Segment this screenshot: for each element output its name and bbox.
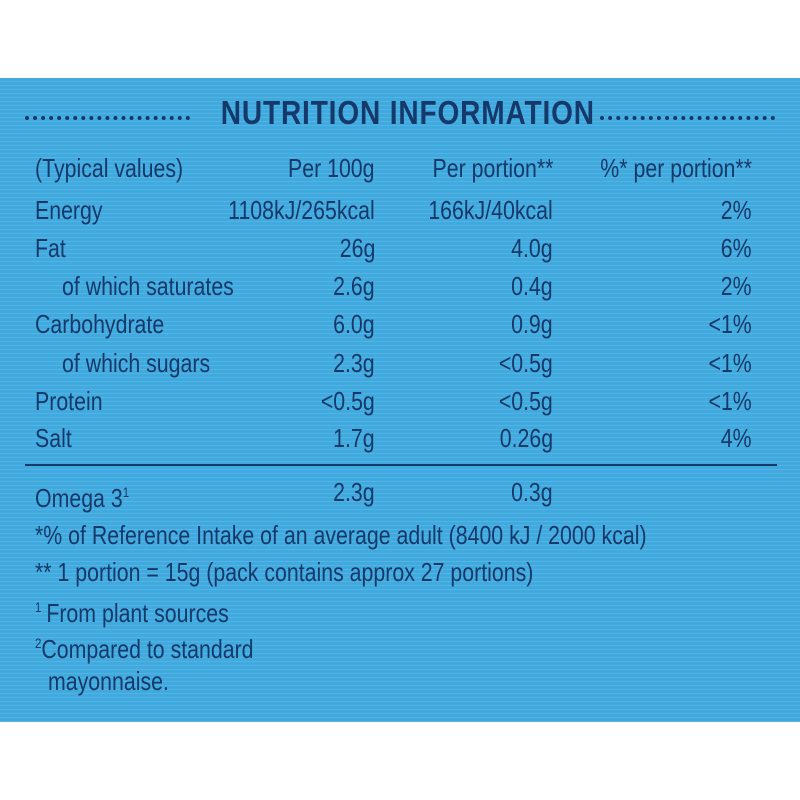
nutrient-value: 4% xyxy=(721,423,752,453)
nutrient-value: 0.4g xyxy=(511,271,553,301)
footnote-text: mayonnaise. xyxy=(48,666,169,696)
nutrient-name: Carbohydrate xyxy=(35,309,165,339)
nutrient-value: 2% xyxy=(721,195,752,225)
nutrient-value: 2.3g xyxy=(333,477,375,507)
nutrient-value: <0.5g xyxy=(499,386,553,416)
header-cell: %* per portion** xyxy=(600,153,752,183)
nutrient-name: Omega 31 xyxy=(35,483,130,513)
footnote: *% of Reference Intake of an average adu… xyxy=(35,520,647,550)
header-cell: (Typical values) xyxy=(35,153,184,183)
nutrient-name: Protein xyxy=(35,386,103,416)
nutrient-name: of which saturates xyxy=(62,271,234,301)
footnote-text: ** 1 portion = 15g (pack contains approx… xyxy=(35,557,534,587)
nutrient-value: 1.7g xyxy=(333,423,375,453)
footnote-text: Compared to standard xyxy=(41,634,254,664)
nutrient-value: 2.6g xyxy=(333,271,375,301)
nutrient-value: 4.0g xyxy=(511,233,553,263)
nutrient-value: <1% xyxy=(708,348,752,378)
divider-dots xyxy=(600,116,775,120)
nutrient-value: 166kJ/40kcal xyxy=(428,195,553,225)
table-rule xyxy=(25,464,777,466)
nutrient-value: <1% xyxy=(708,309,752,339)
footnote-text: *% of Reference Intake of an average adu… xyxy=(35,520,647,550)
nutrient-value: <0.5g xyxy=(499,348,553,378)
nutrient-name: of which sugars xyxy=(62,348,211,378)
footnote: 2Compared to standard xyxy=(35,628,254,664)
footnote-marker: 1 xyxy=(35,599,42,615)
header-cell: Per portion** xyxy=(432,153,553,183)
nutrient-value: 0.26g xyxy=(499,423,553,453)
footnote-marker: 2 xyxy=(35,635,42,651)
nutrient-value: 0.9g xyxy=(511,309,553,339)
nutrient-value: <0.5g xyxy=(321,386,375,416)
title: NUTRITION INFORMATION xyxy=(220,94,595,131)
nutrient-value: 6% xyxy=(721,233,752,263)
nutrient-name: Fat xyxy=(35,233,66,263)
nutrient-value: 26g xyxy=(339,233,375,263)
footnote-text: From plant sources xyxy=(46,598,229,628)
superscript: 1 xyxy=(122,484,130,500)
nutrient-value: 2.3g xyxy=(333,348,375,378)
nutrient-value: 2% xyxy=(721,271,752,301)
nutrient-value: 6.0g xyxy=(333,309,375,339)
footnote: ** 1 portion = 15g (pack contains approx… xyxy=(35,557,533,587)
nutrient-name: Salt xyxy=(35,423,72,453)
header-cell: Per 100g xyxy=(288,153,375,183)
nutrient-value: 1108kJ/265kcal xyxy=(228,195,375,225)
nutrient-name: Energy xyxy=(35,195,103,225)
nutrient-value: 0.3g xyxy=(511,477,553,507)
divider-dots xyxy=(25,116,190,120)
nutrient-value: <1% xyxy=(708,386,752,416)
footnote: 1 From plant sources xyxy=(35,592,229,628)
label-panel xyxy=(0,78,800,722)
